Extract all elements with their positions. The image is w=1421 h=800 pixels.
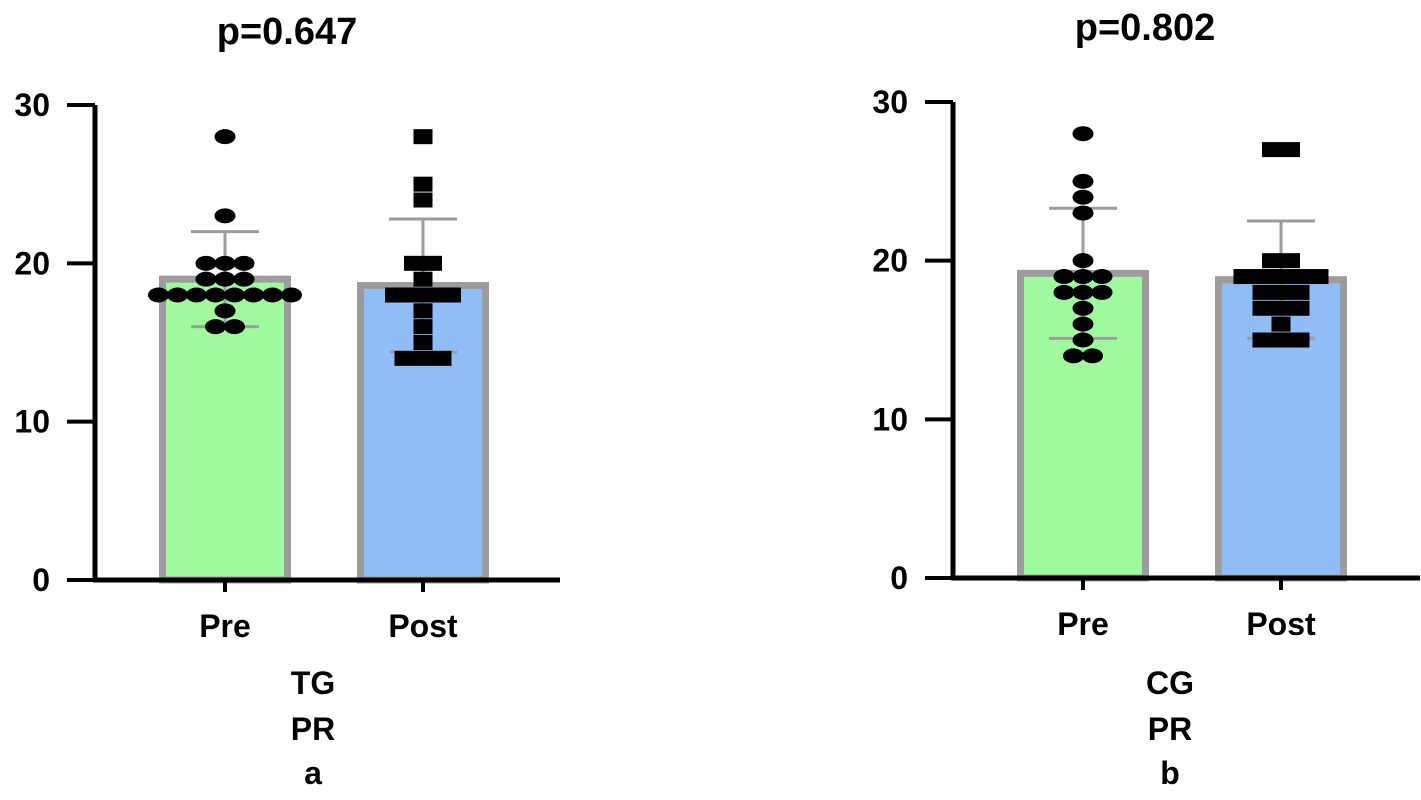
data-point-pre xyxy=(1091,284,1113,300)
data-point-post xyxy=(413,319,433,335)
bar-pre xyxy=(1017,269,1149,582)
data-point-pre xyxy=(205,287,226,303)
data-point-pre xyxy=(214,303,236,319)
data-point-pre xyxy=(195,271,217,287)
x-tick-label-post: Post xyxy=(388,608,458,644)
data-point-pre xyxy=(1082,348,1103,364)
data-point-post xyxy=(423,255,442,271)
data-point-post xyxy=(1271,300,1291,316)
data-point-post xyxy=(442,287,461,303)
y-tick-label: 10 xyxy=(14,404,50,440)
data-point-pre xyxy=(1072,332,1094,348)
data-point-pre xyxy=(1053,284,1075,300)
x-axis-label-line: CG xyxy=(1146,665,1194,701)
data-point-post xyxy=(1252,269,1272,285)
data-point-post xyxy=(1290,300,1310,316)
y-tick-label: 0 xyxy=(32,562,50,598)
data-point-post xyxy=(423,287,442,303)
x-tick-label-post: Post xyxy=(1246,606,1316,642)
data-point-pre xyxy=(1072,300,1094,316)
chart-panel-a: p=0.647 Pre Post 0 10 20 30 TG PR a xyxy=(14,11,560,791)
data-point-post xyxy=(1309,269,1329,285)
data-point-pre xyxy=(262,287,283,303)
data-point-pre xyxy=(233,271,255,287)
data-point-post xyxy=(1271,269,1291,285)
data-point-post xyxy=(1252,284,1272,300)
data-point-post xyxy=(1252,300,1272,316)
data-point-post xyxy=(404,255,423,271)
data-point-pre xyxy=(167,287,188,303)
chart-title: p=0.647 xyxy=(217,11,358,53)
data-point-post xyxy=(413,350,433,366)
y-tick-label: 20 xyxy=(872,243,908,279)
data-point-post xyxy=(1262,142,1281,158)
data-point-post xyxy=(1233,269,1253,285)
data-point-pre xyxy=(1072,205,1094,221)
data-point-post xyxy=(1271,284,1291,300)
data-point-pre xyxy=(243,287,264,303)
data-point-post xyxy=(1271,316,1291,332)
x-axis-label-line: b xyxy=(1160,755,1180,791)
x-axis-label-line: a xyxy=(304,755,322,791)
y-tick-label: 10 xyxy=(872,401,908,437)
data-point-pre xyxy=(214,271,236,287)
data-point-pre xyxy=(1072,173,1094,189)
data-point-post xyxy=(1290,284,1310,300)
data-point-post xyxy=(413,271,433,287)
data-point-post xyxy=(413,335,433,350)
data-point-post xyxy=(1262,253,1281,269)
data-point-pre xyxy=(1091,269,1113,285)
data-point-post xyxy=(1271,332,1291,348)
data-point-post xyxy=(1290,269,1310,285)
x-axis-label-line: PR xyxy=(291,711,335,747)
data-point-pre xyxy=(186,287,207,303)
data-point-post xyxy=(385,287,404,303)
data-point-post xyxy=(413,303,433,319)
x-tick-label-pre: Pre xyxy=(199,608,251,644)
data-point-pre xyxy=(214,129,236,145)
data-point-pre xyxy=(1072,189,1094,205)
x-axis-label-line: TG xyxy=(291,665,335,701)
y-tick-label: 30 xyxy=(14,87,50,123)
y-tick-label: 20 xyxy=(14,245,50,281)
data-point-pre xyxy=(1072,284,1094,300)
data-point-pre xyxy=(195,255,217,271)
data-point-post xyxy=(413,129,433,145)
data-point-pre xyxy=(281,287,302,303)
data-point-pre xyxy=(224,287,245,303)
data-point-pre xyxy=(1072,253,1094,269)
data-point-post xyxy=(1281,253,1300,269)
data-point-post xyxy=(404,287,423,303)
data-point-pre xyxy=(1053,269,1075,285)
y-tick-label: 30 xyxy=(872,84,908,120)
data-point-pre xyxy=(214,208,236,224)
data-point-pre xyxy=(1072,316,1094,332)
x-tick-label-pre: Pre xyxy=(1057,606,1109,642)
data-point-pre xyxy=(1063,348,1084,364)
data-point-pre xyxy=(214,255,236,271)
data-point-post xyxy=(432,350,452,366)
y-tick-label: 0 xyxy=(890,560,908,596)
data-point-pre xyxy=(1072,269,1094,285)
data-point-post xyxy=(413,192,433,208)
data-point-pre xyxy=(205,319,226,335)
data-point-post xyxy=(1252,332,1272,348)
data-point-post xyxy=(394,350,414,366)
data-point-pre xyxy=(148,287,169,303)
data-point-post xyxy=(1290,332,1310,348)
data-point-post xyxy=(413,176,433,192)
data-point-pre xyxy=(224,319,245,335)
chart-panel-b: p=0.802 Pre Post 0 10 20 30 CG PR b xyxy=(872,7,1420,791)
data-point-post xyxy=(1281,142,1300,158)
data-point-pre xyxy=(1072,126,1094,142)
x-axis-label-line: PR xyxy=(1148,711,1192,747)
data-point-pre xyxy=(233,255,255,271)
chart-title: p=0.802 xyxy=(1075,7,1216,49)
